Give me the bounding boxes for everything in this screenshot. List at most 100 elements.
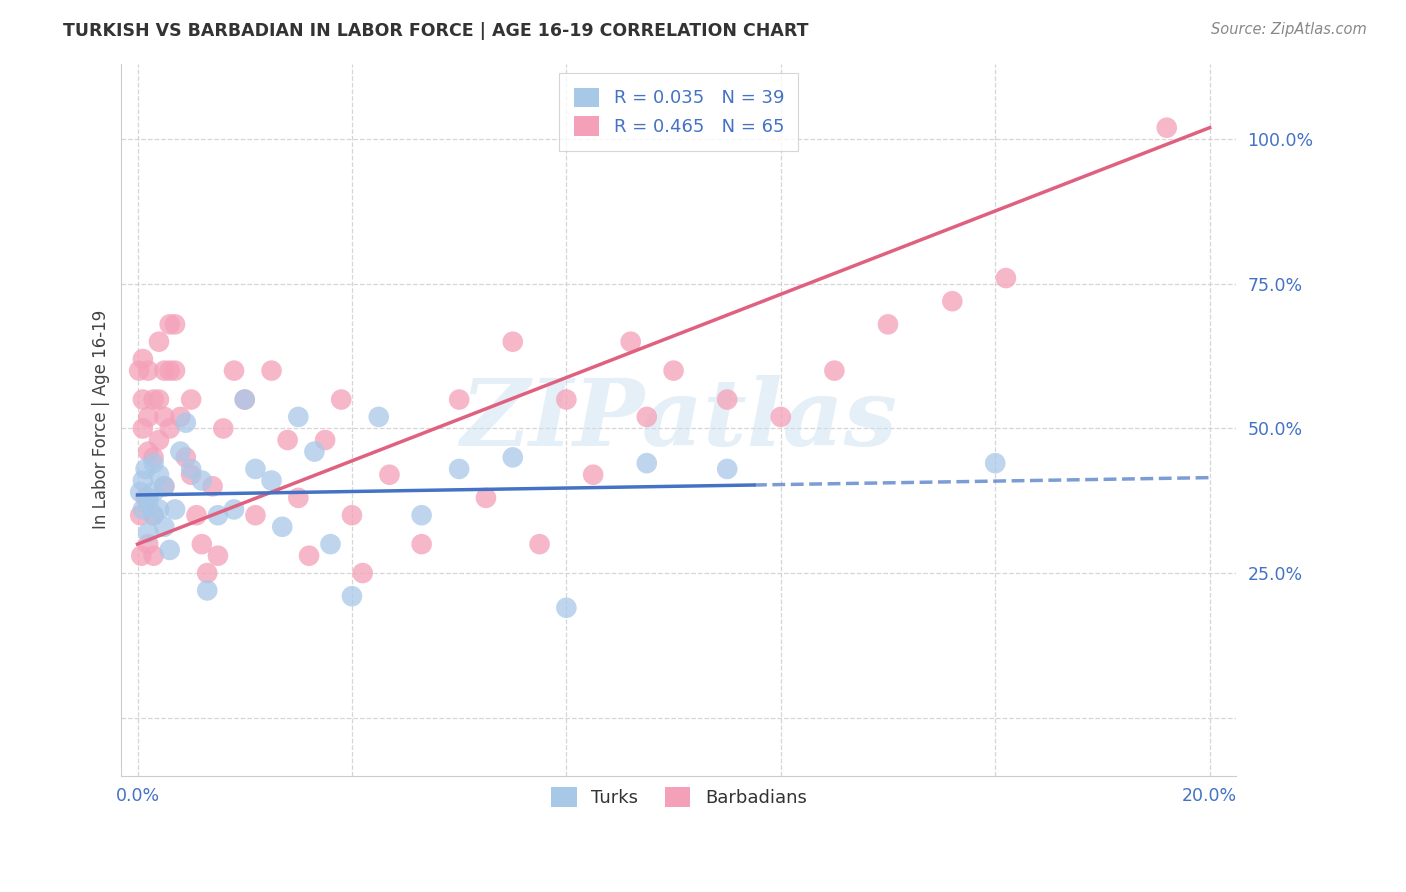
Point bbox=[135, 462, 157, 476]
Point bbox=[233, 392, 256, 407]
Point bbox=[207, 549, 229, 563]
Point bbox=[136, 537, 159, 551]
Point bbox=[984, 456, 1007, 470]
Point bbox=[129, 508, 152, 523]
Point bbox=[475, 491, 498, 505]
Point bbox=[411, 537, 433, 551]
Point bbox=[378, 467, 401, 482]
Point bbox=[148, 433, 170, 447]
Point bbox=[153, 363, 176, 377]
Point bbox=[716, 392, 738, 407]
Point bbox=[159, 421, 181, 435]
Point bbox=[352, 566, 374, 580]
Point bbox=[142, 392, 165, 407]
Point bbox=[153, 520, 176, 534]
Point bbox=[191, 537, 214, 551]
Point bbox=[174, 450, 197, 465]
Point bbox=[132, 392, 155, 407]
Point bbox=[287, 409, 309, 424]
Point bbox=[994, 271, 1017, 285]
Text: Source: ZipAtlas.com: Source: ZipAtlas.com bbox=[1211, 22, 1367, 37]
Point bbox=[132, 421, 155, 435]
Text: ZIPatlas: ZIPatlas bbox=[460, 375, 897, 465]
Point bbox=[174, 416, 197, 430]
Point bbox=[142, 485, 165, 500]
Point bbox=[169, 444, 191, 458]
Point bbox=[132, 474, 155, 488]
Point bbox=[941, 294, 963, 309]
Point bbox=[212, 421, 235, 435]
Text: TURKISH VS BARBADIAN IN LABOR FORCE | AGE 16-19 CORRELATION CHART: TURKISH VS BARBADIAN IN LABOR FORCE | AG… bbox=[63, 22, 808, 40]
Point bbox=[159, 363, 181, 377]
Point bbox=[449, 392, 471, 407]
Point bbox=[502, 334, 524, 349]
Point bbox=[1156, 120, 1178, 135]
Point bbox=[136, 491, 159, 505]
Point bbox=[287, 491, 309, 505]
Point bbox=[159, 318, 181, 332]
Point bbox=[142, 450, 165, 465]
Point bbox=[877, 318, 900, 332]
Point bbox=[132, 502, 155, 516]
Point bbox=[132, 352, 155, 367]
Point bbox=[449, 462, 471, 476]
Point bbox=[148, 502, 170, 516]
Point bbox=[823, 363, 845, 377]
Point bbox=[191, 474, 214, 488]
Point bbox=[142, 508, 165, 523]
Point bbox=[277, 433, 299, 447]
Point bbox=[582, 467, 605, 482]
Point bbox=[195, 583, 218, 598]
Point bbox=[153, 479, 176, 493]
Point bbox=[716, 462, 738, 476]
Point bbox=[142, 549, 165, 563]
Point bbox=[245, 462, 267, 476]
Point bbox=[620, 334, 643, 349]
Point bbox=[340, 589, 363, 603]
Point bbox=[180, 462, 202, 476]
Point bbox=[298, 549, 321, 563]
Point bbox=[148, 334, 170, 349]
Point bbox=[367, 409, 389, 424]
Point bbox=[128, 363, 150, 377]
Point bbox=[207, 508, 229, 523]
Point bbox=[136, 497, 159, 511]
Point bbox=[340, 508, 363, 523]
Point bbox=[136, 444, 159, 458]
Point bbox=[129, 549, 152, 563]
Point bbox=[153, 409, 176, 424]
Point bbox=[169, 409, 191, 424]
Point bbox=[195, 566, 218, 580]
Point bbox=[135, 491, 157, 505]
Point bbox=[136, 525, 159, 540]
Point bbox=[136, 409, 159, 424]
Point bbox=[502, 450, 524, 465]
Point bbox=[529, 537, 551, 551]
Point bbox=[163, 318, 186, 332]
Point bbox=[304, 444, 326, 458]
Point bbox=[555, 392, 578, 407]
Point bbox=[260, 363, 283, 377]
Point bbox=[186, 508, 208, 523]
Point bbox=[129, 485, 152, 500]
Point bbox=[180, 392, 202, 407]
Point bbox=[271, 520, 294, 534]
Point bbox=[142, 456, 165, 470]
Point bbox=[163, 363, 186, 377]
Point bbox=[159, 543, 181, 558]
Point bbox=[662, 363, 685, 377]
Point bbox=[245, 508, 267, 523]
Y-axis label: In Labor Force | Age 16-19: In Labor Force | Age 16-19 bbox=[93, 310, 110, 530]
Point bbox=[636, 456, 658, 470]
Point bbox=[148, 392, 170, 407]
Point bbox=[411, 508, 433, 523]
Point bbox=[142, 508, 165, 523]
Point bbox=[260, 474, 283, 488]
Point bbox=[330, 392, 353, 407]
Point bbox=[555, 600, 578, 615]
Point bbox=[163, 502, 186, 516]
Point bbox=[148, 467, 170, 482]
Point bbox=[201, 479, 224, 493]
Legend: Turks, Barbadians: Turks, Barbadians bbox=[543, 779, 815, 816]
Point bbox=[233, 392, 256, 407]
